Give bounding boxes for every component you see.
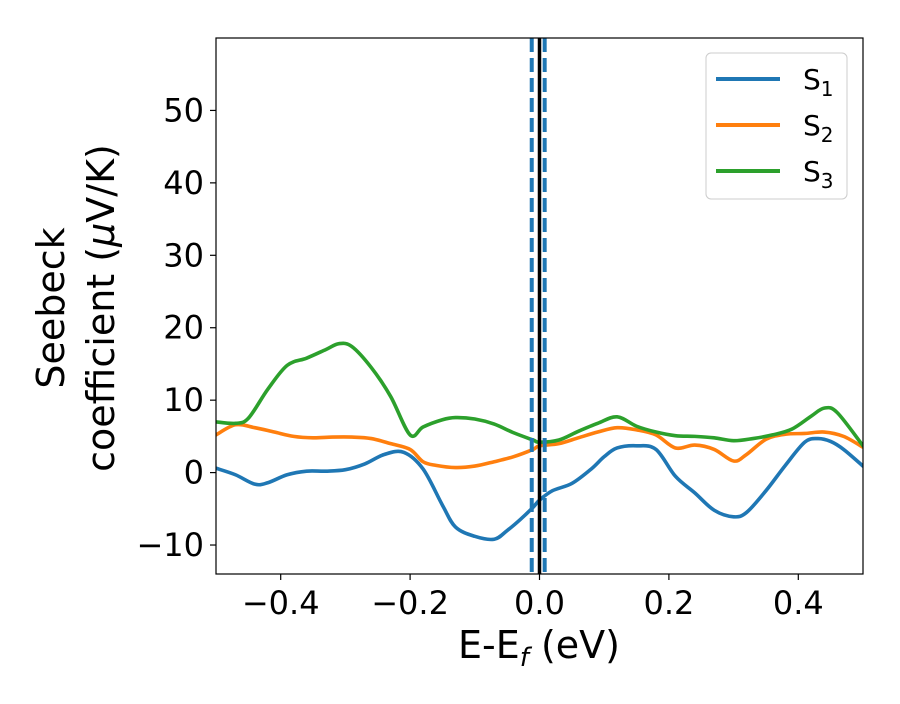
y-axis-label: Seebeck coefficient (μV/K): [29, 144, 123, 472]
x-axis-label: E-Ef (eV): [458, 623, 620, 673]
series-line-s2: [216, 422, 863, 470]
y-axis-label-line2: coefficient (μV/K): [79, 144, 123, 472]
x-axis-ticks: −0.4 −0.2 0.0 0.2 0.4: [242, 574, 824, 622]
y-axis-label-line1: Seebeck: [29, 227, 73, 388]
x-tick-label: 0.0: [514, 584, 565, 622]
y-axis-ticks: −10 0 10 20 30 40 50: [136, 91, 216, 564]
y-tick-label: 0: [184, 454, 204, 492]
legend: S1 S2 S3: [705, 52, 848, 200]
y-tick-label: 40: [163, 164, 204, 202]
x-tick-label: −0.2: [371, 584, 449, 622]
legend-label-s2: S2: [803, 109, 834, 147]
vertical-lines-layer: [529, 38, 547, 574]
legend-label-s1: S1: [803, 63, 834, 101]
x-tick-label: 0.4: [773, 584, 824, 622]
x-tick-label: 0.2: [643, 584, 694, 622]
legend-label-s3: S3: [803, 155, 834, 193]
y-tick-label: 50: [163, 91, 204, 129]
x-tick-label: −0.4: [242, 584, 320, 622]
x-axis-label-main: E-E: [458, 623, 520, 667]
y-tick-label: −10: [136, 526, 204, 564]
y-tick-label: 10: [163, 381, 204, 419]
y-tick-label: 20: [163, 309, 204, 347]
x-axis-label-unit: (eV): [529, 623, 620, 667]
legend-items: S1 S2 S3: [716, 63, 834, 193]
y-tick-label: 30: [163, 236, 204, 274]
